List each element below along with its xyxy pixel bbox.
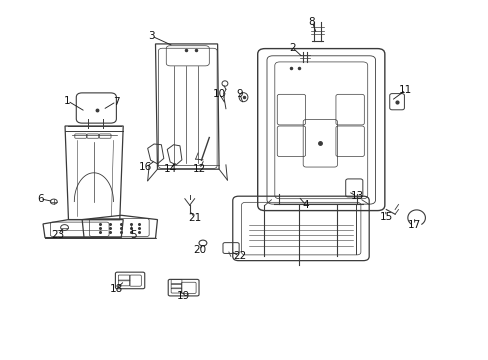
Text: 22: 22 <box>232 251 246 261</box>
Text: 6: 6 <box>37 194 43 204</box>
Text: 13: 13 <box>349 191 363 201</box>
Text: 21: 21 <box>187 213 201 223</box>
Text: 17: 17 <box>407 220 421 230</box>
Text: 16: 16 <box>139 162 152 172</box>
Text: 11: 11 <box>398 85 412 95</box>
Text: 9: 9 <box>236 89 243 99</box>
Text: 14: 14 <box>163 164 177 174</box>
Text: 8: 8 <box>308 17 315 27</box>
Text: 23: 23 <box>51 230 64 240</box>
Text: 15: 15 <box>379 212 392 222</box>
Text: 7: 7 <box>113 96 120 107</box>
Text: 5: 5 <box>129 230 136 240</box>
Text: 1: 1 <box>64 96 71 106</box>
Text: 3: 3 <box>148 31 155 41</box>
Text: 4: 4 <box>302 200 309 210</box>
Text: 19: 19 <box>176 291 190 301</box>
Text: 12: 12 <box>192 164 206 174</box>
Text: 18: 18 <box>109 284 123 294</box>
Text: 10: 10 <box>212 89 225 99</box>
Text: 2: 2 <box>288 42 295 53</box>
Text: 20: 20 <box>193 245 205 255</box>
